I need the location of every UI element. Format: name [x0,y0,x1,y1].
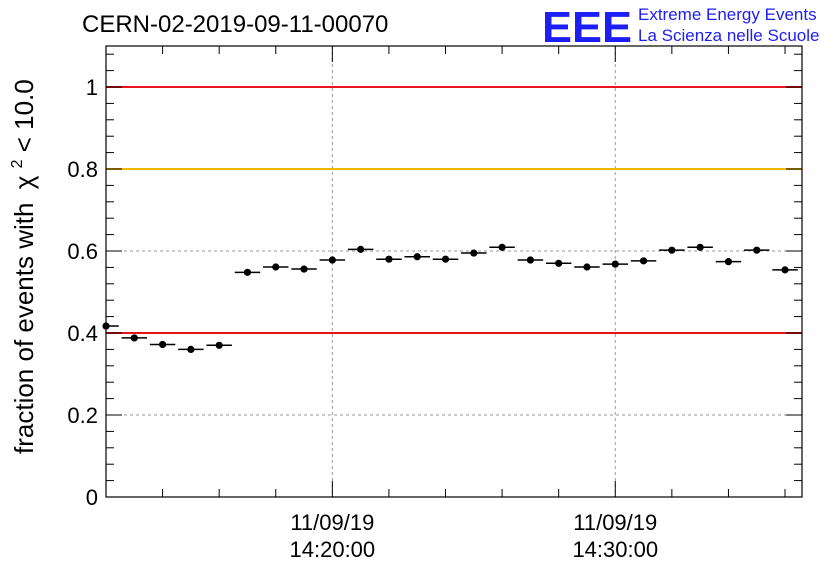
marker [357,245,365,253]
data-point [319,256,346,264]
data-point [149,340,176,349]
marker [215,341,223,349]
marker [583,263,591,271]
marker [724,258,733,266]
data-point [602,260,628,268]
y-tick-label: 0 [86,485,98,510]
data-point [574,263,600,271]
marker [555,259,563,267]
data-point [517,256,544,264]
y-tick-label: 0.6 [67,239,98,264]
data-point [772,266,798,274]
x-tick-label-date: 11/09/19 [573,510,657,535]
data-point [121,334,148,342]
data-point [715,258,742,266]
y-label-symbol: χ [9,175,39,189]
data-point [291,265,317,273]
marker [668,246,676,254]
marker [611,260,619,268]
marker [753,246,761,254]
axes: 00.20.40.60.8111/09/1914:20:0011/09/1914… [67,45,803,562]
marker [187,345,195,353]
marker [158,340,167,349]
data-point [432,255,459,263]
marker [130,334,138,342]
marker [243,268,252,276]
data-points [102,243,798,353]
data-point [659,246,685,254]
logo-text: EEE [542,3,632,52]
x-tick-label-time: 14:20:00 [290,537,376,562]
data-point [102,322,119,330]
y-label-suffix: < 10.0 [9,79,39,152]
marker [328,256,336,264]
chart-title: CERN-02-2019-09-11-00070 [82,11,388,38]
marker [639,257,648,265]
data-point [206,341,232,349]
logo-line-1: Extreme Energy Events [638,5,817,24]
plot-frame [105,45,803,498]
marker [385,255,393,263]
data-point [376,255,402,263]
reference-lines [106,86,802,334]
y-tick-label: 0.8 [67,157,98,182]
y-tick-label: 0.2 [67,403,98,428]
data-point [461,249,487,257]
logo-line-2: La Scienza nelle Scuole [638,26,819,45]
marker [696,243,704,251]
data-point [263,263,289,271]
grid-lines [106,46,802,497]
marker [781,266,789,274]
marker [470,249,478,257]
x-tick-label-date: 11/09/19 [290,510,374,535]
data-point [545,259,572,267]
data-point [687,243,713,251]
data-point [347,245,374,253]
data-point [404,253,430,261]
data-point [744,246,770,254]
marker [526,256,534,264]
marker [102,322,110,330]
marker [441,255,450,263]
marker [413,253,421,261]
y-tick-label: 1 [86,75,98,100]
x-tick-label-time: 14:30:00 [572,537,658,562]
y-tick-label: 0.4 [67,321,98,346]
data-point [630,257,657,265]
marker [498,243,506,251]
y-axis-label: fraction of events with χ 2 < 10.0 [0,79,39,454]
data-point [234,268,261,276]
y-label-prefix: fraction of events with [9,203,39,454]
marker [300,265,308,273]
marker [272,263,280,271]
data-point [178,345,204,353]
data-point [489,243,515,251]
eee-logo: EEE Extreme Energy Events La Scienza nel… [542,3,819,52]
y-label-exponent: 2 [9,159,26,168]
